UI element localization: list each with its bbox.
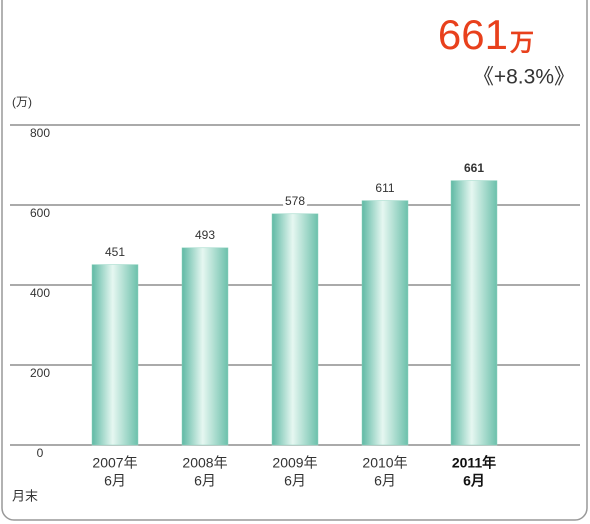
x-tick-label: 2009年 xyxy=(272,455,317,471)
value-label: 493 xyxy=(195,228,215,242)
value-label: 661 xyxy=(464,161,484,175)
bar xyxy=(91,264,139,446)
headline-value: 661 xyxy=(438,11,508,58)
y-unit: (万) xyxy=(12,95,32,109)
x-tick-label: 2008年 xyxy=(182,455,227,471)
value-label: 451 xyxy=(105,245,125,259)
x-tick-label: 6月 xyxy=(284,473,306,489)
x-tick-label: 2007年 xyxy=(92,455,137,471)
y-tick-label: 200 xyxy=(30,366,50,380)
headline-change: 《+8.3%》 xyxy=(473,66,575,89)
bar xyxy=(361,200,409,446)
x-tick-label: 6月 xyxy=(374,473,396,489)
x-label: 月末 xyxy=(12,488,38,503)
bar xyxy=(450,180,498,446)
value-label: 611 xyxy=(375,181,394,195)
headline-unit: 万 xyxy=(510,29,534,56)
x-tick-label: 6月 xyxy=(104,473,126,489)
bar xyxy=(271,213,319,446)
x-tick-label: 6月 xyxy=(463,473,485,489)
bar xyxy=(181,247,229,446)
x-tick-label: 2011年 xyxy=(452,455,496,471)
y-tick-label: 400 xyxy=(30,286,50,300)
y-tick-label: 800 xyxy=(30,126,50,140)
y-tick-label: 0 xyxy=(37,446,44,460)
y-tick-label: 600 xyxy=(30,206,50,220)
x-tick-label: 6月 xyxy=(194,473,216,489)
value-label: 578 xyxy=(285,194,305,208)
x-tick-label: 2010年 xyxy=(362,455,407,471)
